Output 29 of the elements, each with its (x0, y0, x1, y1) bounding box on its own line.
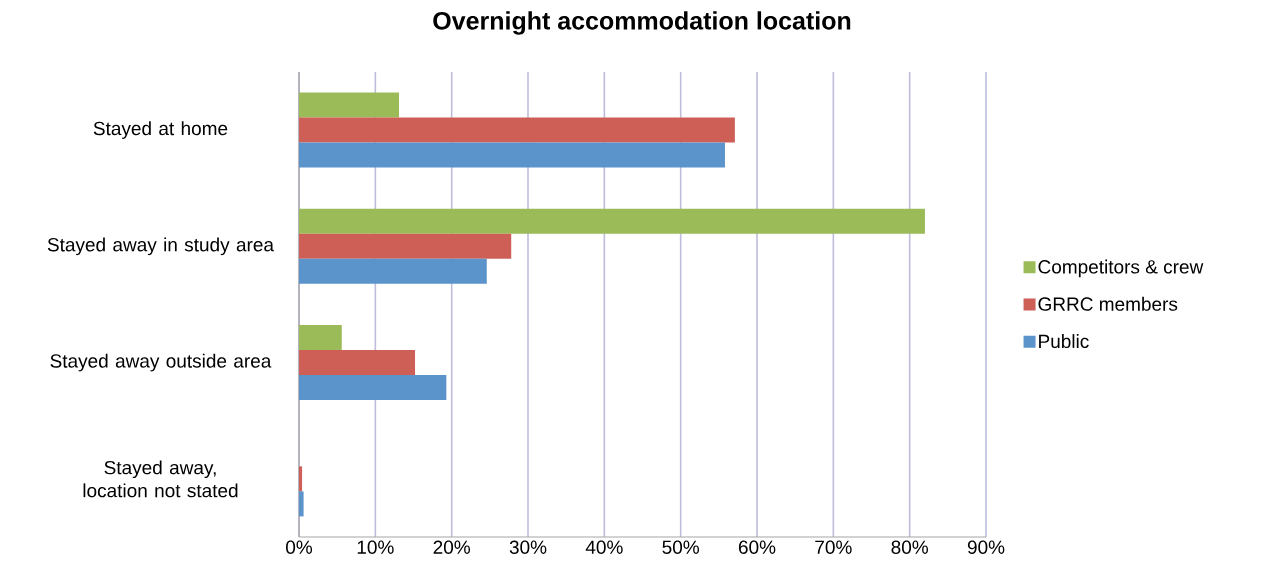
bar (299, 491, 304, 517)
bar (299, 258, 487, 284)
bar (299, 375, 447, 401)
x-tick-label: 20% (433, 540, 471, 554)
y-tick-label: Stayed away outside area (50, 353, 272, 372)
legend-label: GRRC members (1038, 296, 1178, 311)
bar (299, 208, 925, 234)
bar (299, 233, 512, 259)
bar (299, 117, 735, 143)
x-tick-label: 80% (891, 540, 928, 554)
x-tick-label: 90% (967, 540, 1005, 554)
x-tick-label: 70% (815, 540, 852, 554)
chart-title: Overnight accommodation location (433, 11, 851, 35)
x-tick-label: 60% (738, 540, 776, 554)
x-tick-label: 50% (662, 540, 700, 554)
x-tick-label: 40% (585, 540, 623, 554)
bar (299, 350, 416, 376)
legend-label: Competitors & crew (1038, 259, 1204, 278)
x-tick-label: 0% (286, 540, 313, 554)
y-tick-label: Stayed away, location not stated (83, 460, 238, 498)
y-tick-label: Stayed away in study area (47, 237, 274, 256)
bar (299, 466, 303, 492)
x-tick-label: 30% (509, 540, 547, 554)
bar (299, 325, 342, 351)
y-tick-label: Stayed at home (93, 121, 228, 139)
x-tick-label: 10% (357, 540, 394, 554)
legend-label: Public (1039, 334, 1089, 349)
bar (299, 142, 725, 168)
bar (299, 92, 399, 118)
